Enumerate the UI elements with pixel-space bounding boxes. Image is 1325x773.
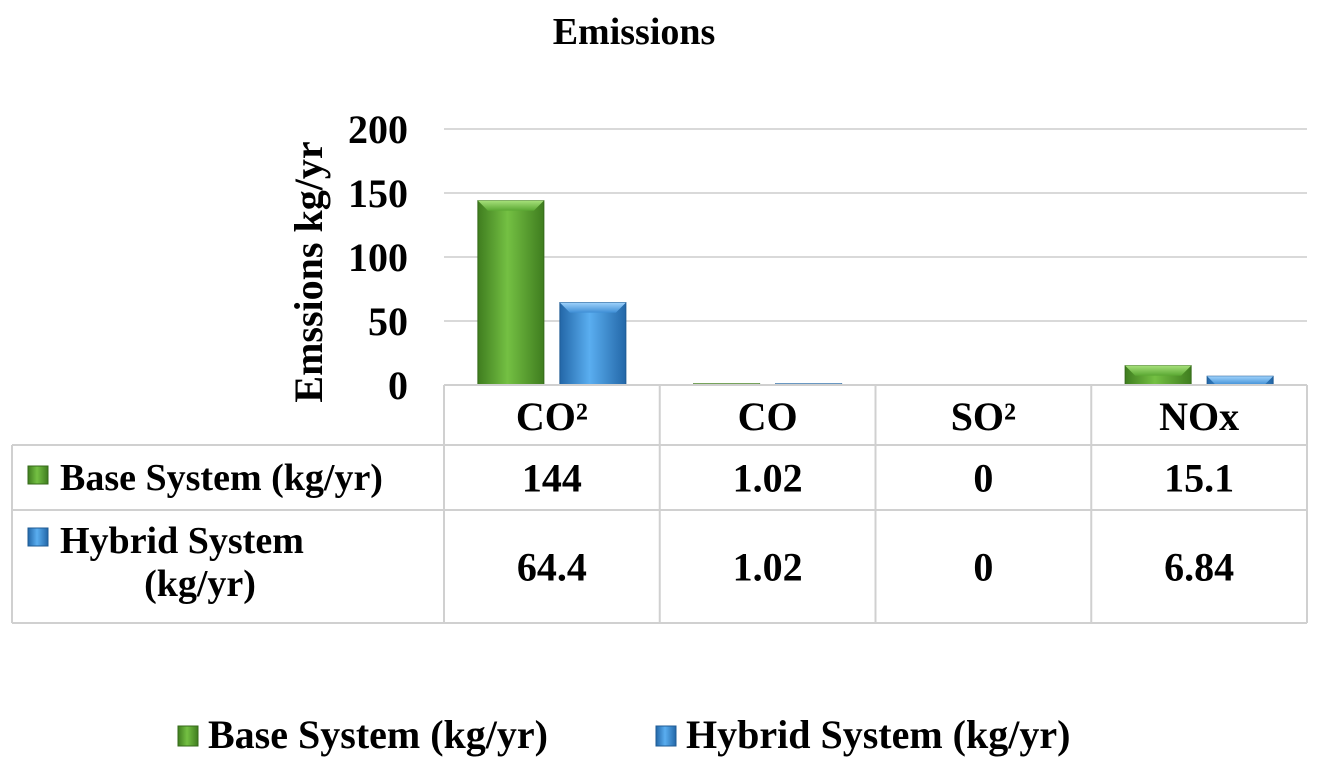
table-cell-value: 1.02: [733, 456, 803, 501]
table-cell-value: 64.4: [517, 545, 587, 590]
y-tick-label: 150: [348, 171, 408, 216]
legend-key-hybrid: [27, 527, 49, 547]
legend-label: Hybrid System (kg/yr): [686, 712, 1070, 757]
table-row-header: Hybrid System (kg/yr): [60, 520, 304, 605]
table-cell-value: 6.84: [1164, 545, 1234, 590]
chart-title: Emissions: [553, 11, 716, 53]
legend-label: Base System (kg/yr): [208, 712, 548, 757]
x-tick-label: SO²: [951, 394, 1016, 439]
legend-key-base: [27, 465, 49, 485]
table-cell-value: 15.1: [1164, 456, 1234, 501]
y-tick-label: 200: [348, 107, 408, 152]
table-cell-value: 0: [973, 545, 993, 590]
legend-key-base: [177, 725, 199, 747]
table-cell-value: 1.02: [733, 545, 803, 590]
legend-key-hybrid: [655, 725, 677, 747]
y-axis-label: Emssions kg/yr: [286, 141, 331, 402]
y-tick-label: 50: [368, 299, 408, 344]
table-cell-value: 0: [973, 456, 993, 501]
x-tick-label: NOx: [1159, 394, 1239, 439]
table-row-header: Base System (kg/yr): [60, 457, 383, 499]
table-cell-value: 144: [522, 456, 582, 501]
data-table: CO² CO SO² NOx Base System (kg/yr) 144 1.02 0 15…: [11, 384, 1308, 624]
y-axis-ticks: 0 50 100 150 200: [348, 107, 408, 408]
legend: Base System (kg/yr) Hybrid System (kg/yr): [177, 712, 1070, 757]
y-tick-label: 0: [388, 363, 408, 408]
bar-hybrid: [559, 302, 627, 386]
bars: [477, 200, 1274, 386]
x-tick-label: CO²: [516, 394, 588, 439]
bar-hybrid: [1206, 375, 1274, 386]
bar-base: [477, 200, 545, 386]
gridlines: [444, 128, 1307, 322]
bar-base: [1124, 365, 1192, 386]
x-tick-label: CO: [738, 394, 798, 439]
y-tick-label: 100: [348, 235, 408, 280]
